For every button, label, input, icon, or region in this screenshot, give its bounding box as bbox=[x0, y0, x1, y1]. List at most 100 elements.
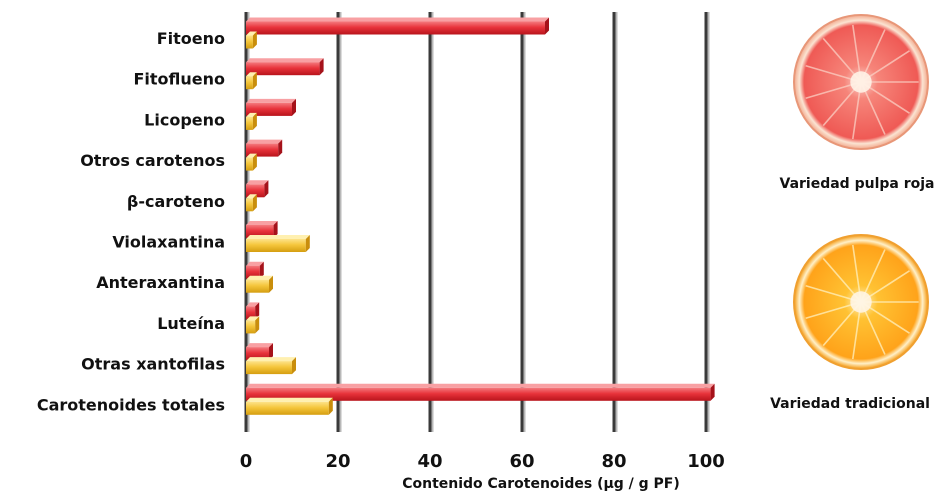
legend-label-red: Variedad pulpa roja bbox=[780, 176, 935, 192]
fruit-core bbox=[850, 291, 872, 313]
category-label: Otras xantofilas bbox=[81, 355, 225, 374]
bar-red-end bbox=[710, 383, 715, 401]
orange-slice-icon bbox=[793, 234, 929, 370]
x-tick-label: 0 bbox=[240, 451, 253, 472]
category-label: Fitoflueno bbox=[133, 70, 225, 89]
bar-red-top bbox=[246, 302, 260, 307]
bar-red bbox=[246, 58, 324, 76]
category-label: β-caroteno bbox=[127, 192, 225, 211]
bar-red bbox=[246, 139, 283, 157]
bar-red-end bbox=[259, 261, 264, 279]
bar-yellow bbox=[246, 153, 257, 171]
bar-yellow-end bbox=[252, 31, 257, 49]
x-tick-label: 80 bbox=[601, 451, 626, 472]
bar-red-front bbox=[246, 225, 274, 238]
bar-yellow-end bbox=[255, 316, 260, 334]
bar-yellow-top bbox=[246, 112, 257, 117]
legend-item-red: Variedad pulpa roja bbox=[780, 14, 935, 192]
bar-yellow bbox=[246, 72, 257, 90]
bar-red-front bbox=[246, 387, 711, 401]
category-label: Violaxantina bbox=[112, 233, 225, 252]
bar-yellow-front bbox=[246, 361, 292, 375]
bar-yellow bbox=[246, 194, 257, 212]
bar-red-top bbox=[246, 343, 273, 348]
bar-red-end bbox=[264, 180, 269, 198]
bar-yellow-front bbox=[246, 198, 253, 212]
bar-yellow-front bbox=[246, 279, 269, 293]
x-tick-label: 20 bbox=[325, 451, 350, 472]
bar-yellow bbox=[246, 235, 310, 252]
bar-yellow-end bbox=[252, 194, 257, 212]
bar-yellow-end bbox=[292, 357, 296, 375]
bar-red-front bbox=[246, 62, 320, 76]
bar-red-end bbox=[278, 139, 283, 157]
bar-red-end bbox=[292, 98, 296, 116]
bar-red-front bbox=[246, 347, 269, 361]
bar-red-end bbox=[269, 343, 273, 361]
bar-red-top bbox=[246, 221, 278, 225]
bar-red-top bbox=[246, 261, 264, 266]
bar-red bbox=[246, 98, 296, 116]
legend: Variedad pulpa roja Variedad tradicional bbox=[770, 14, 935, 412]
bar-red-top bbox=[246, 98, 296, 103]
bar-yellow-top bbox=[246, 31, 257, 36]
bar-yellow bbox=[246, 397, 333, 415]
bar-yellow-top bbox=[246, 153, 257, 158]
bar-red-top bbox=[246, 180, 269, 185]
bar-red bbox=[246, 17, 549, 35]
bar-yellow-front bbox=[246, 35, 253, 49]
bar-red-end bbox=[273, 221, 278, 238]
bar-yellow-front bbox=[246, 76, 253, 90]
bar-red-end bbox=[255, 302, 260, 320]
fruit-core bbox=[850, 71, 872, 93]
bar-red-front bbox=[246, 306, 256, 320]
bar-red bbox=[246, 383, 715, 401]
bar-yellow bbox=[246, 31, 257, 49]
bar-yellow-end bbox=[328, 397, 333, 415]
x-tick-label: 60 bbox=[509, 451, 534, 472]
bar-red-top bbox=[246, 17, 549, 22]
bar-yellow bbox=[246, 316, 260, 334]
legend-item-yellow: Variedad tradicional bbox=[770, 234, 930, 412]
bar-yellow-top bbox=[246, 316, 260, 321]
bar-yellow-top bbox=[246, 194, 257, 199]
bar-red-end bbox=[319, 58, 324, 76]
bar-red bbox=[246, 180, 269, 198]
bar-yellow-front bbox=[246, 239, 306, 252]
bar-red bbox=[246, 261, 264, 279]
bar-yellow-front bbox=[246, 401, 329, 415]
category-label: Licopeno bbox=[144, 110, 225, 129]
bar-yellow bbox=[246, 357, 296, 375]
bar-red-front bbox=[246, 265, 260, 279]
bar-yellow-top bbox=[246, 275, 273, 280]
category-label: Carotenoides totales bbox=[37, 395, 225, 414]
x-tick-label: 100 bbox=[687, 451, 725, 472]
category-label: Otros carotenos bbox=[80, 151, 225, 170]
bar-yellow-top bbox=[246, 357, 296, 362]
bar-yellow-end bbox=[252, 153, 257, 171]
bar-red-front bbox=[246, 143, 279, 157]
bar-red-end bbox=[545, 17, 549, 35]
category-label: Anteraxantina bbox=[96, 273, 225, 292]
bar-yellow-front bbox=[246, 116, 253, 130]
bar-yellow-front bbox=[246, 320, 256, 334]
x-tick-label: 40 bbox=[417, 451, 442, 472]
bar-yellow-end bbox=[269, 275, 273, 293]
bar-yellow-end bbox=[305, 235, 310, 252]
bar-red-front bbox=[246, 184, 265, 198]
bar-yellow-top bbox=[246, 72, 257, 77]
category-label: Luteína bbox=[157, 314, 225, 333]
bar-yellow bbox=[246, 112, 257, 130]
bar-yellow-top bbox=[246, 397, 333, 402]
bar-red-top bbox=[246, 58, 324, 63]
bar-yellow bbox=[246, 275, 273, 293]
bar-yellow-top bbox=[246, 235, 310, 239]
x-axis-title: Contenido Carotenoides (μg / g PF) bbox=[402, 476, 680, 492]
bars bbox=[246, 17, 715, 415]
bar-red-front bbox=[246, 21, 545, 35]
bar-yellow-end bbox=[252, 72, 257, 90]
bar-red bbox=[246, 343, 273, 361]
bar-yellow-end bbox=[252, 112, 257, 130]
legend-label-yellow: Variedad tradicional bbox=[770, 396, 930, 412]
